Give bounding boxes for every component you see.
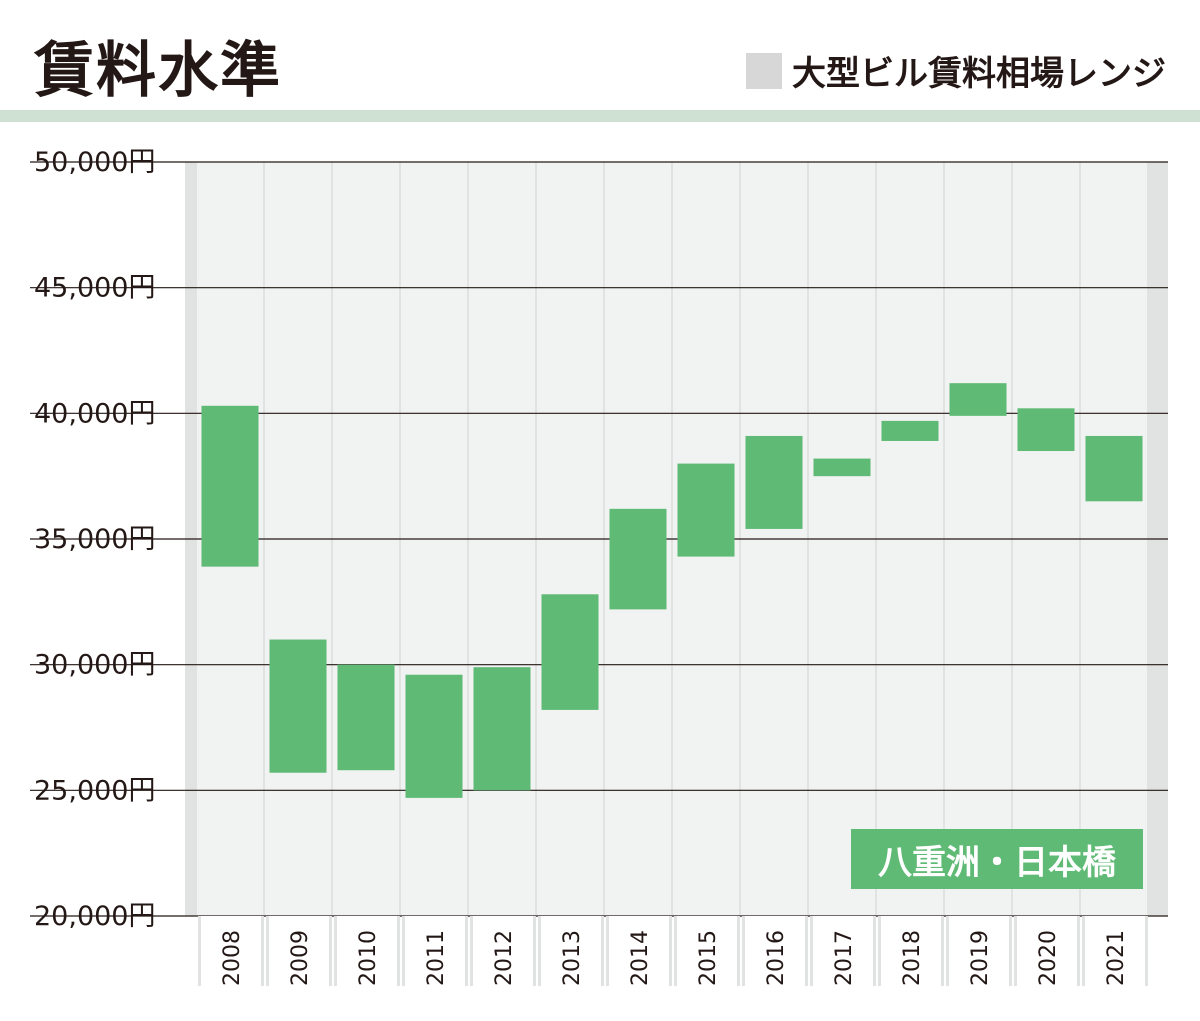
x-tick-label: 2019 (968, 930, 993, 986)
range-bar (677, 463, 735, 557)
category-label-cell (745, 916, 805, 986)
y-tick-label: 20,000円 (34, 901, 155, 932)
range-bar (1085, 435, 1143, 502)
x-tick-label: 2017 (832, 930, 857, 986)
x-tick-label: 2016 (764, 930, 789, 986)
x-tick-label: 2012 (492, 930, 517, 986)
header-rule (0, 110, 1200, 122)
x-tick-label: 2014 (628, 930, 653, 986)
range-bar (269, 639, 327, 773)
range-bar (881, 420, 939, 441)
x-tick-label: 2013 (560, 930, 585, 986)
category-label-cell (949, 916, 1009, 986)
category-label-cell (881, 916, 941, 986)
range-bar (949, 383, 1007, 416)
range-bar (541, 594, 599, 710)
category-label-cell (269, 916, 329, 986)
x-tick-label: 2010 (356, 930, 381, 986)
y-tick-label: 25,000円 (34, 775, 155, 806)
x-tick-label: 2021 (1104, 930, 1129, 986)
chart-title: 賃料水準 (34, 36, 282, 106)
category-label-cell (1017, 916, 1077, 986)
range-bar (609, 508, 667, 610)
y-tick-label: 45,000円 (34, 273, 155, 304)
x-tick-label: 2008 (220, 930, 245, 986)
y-tick-label: 35,000円 (34, 524, 155, 555)
x-tick-label: 2018 (900, 930, 925, 986)
range-bar (1017, 408, 1075, 452)
legend-label: 大型ビル賃料相場レンジ (792, 54, 1166, 94)
range-bar (745, 435, 803, 529)
category-label-cell (677, 916, 737, 986)
category-label-cell (337, 916, 397, 986)
x-tick-label: 2009 (288, 930, 313, 986)
range-bar (473, 667, 531, 791)
y-tick-label: 50,000円 (34, 147, 155, 178)
category-label-cell (609, 916, 669, 986)
category-label-cell (201, 916, 261, 986)
legend-swatch (746, 52, 782, 89)
area-tag: 八重洲・日本橋 (851, 829, 1143, 889)
y-tick-label: 30,000円 (34, 650, 155, 681)
range-bar (405, 674, 463, 798)
category-label-cell (1085, 916, 1145, 986)
category-label-cell (473, 916, 533, 986)
x-tick-label: 2015 (696, 930, 721, 986)
legend: 大型ビル賃料相場レンジ (746, 46, 1166, 95)
x-tick-label: 2011 (424, 930, 449, 986)
range-bar (201, 405, 259, 567)
category-label-cell (405, 916, 465, 986)
x-tick-label: 2020 (1036, 930, 1061, 986)
range-bar (337, 664, 395, 771)
category-label-cell (813, 916, 873, 986)
range-bar (813, 458, 871, 477)
category-label-cell (541, 916, 601, 986)
y-tick-label: 40,000円 (34, 398, 155, 429)
